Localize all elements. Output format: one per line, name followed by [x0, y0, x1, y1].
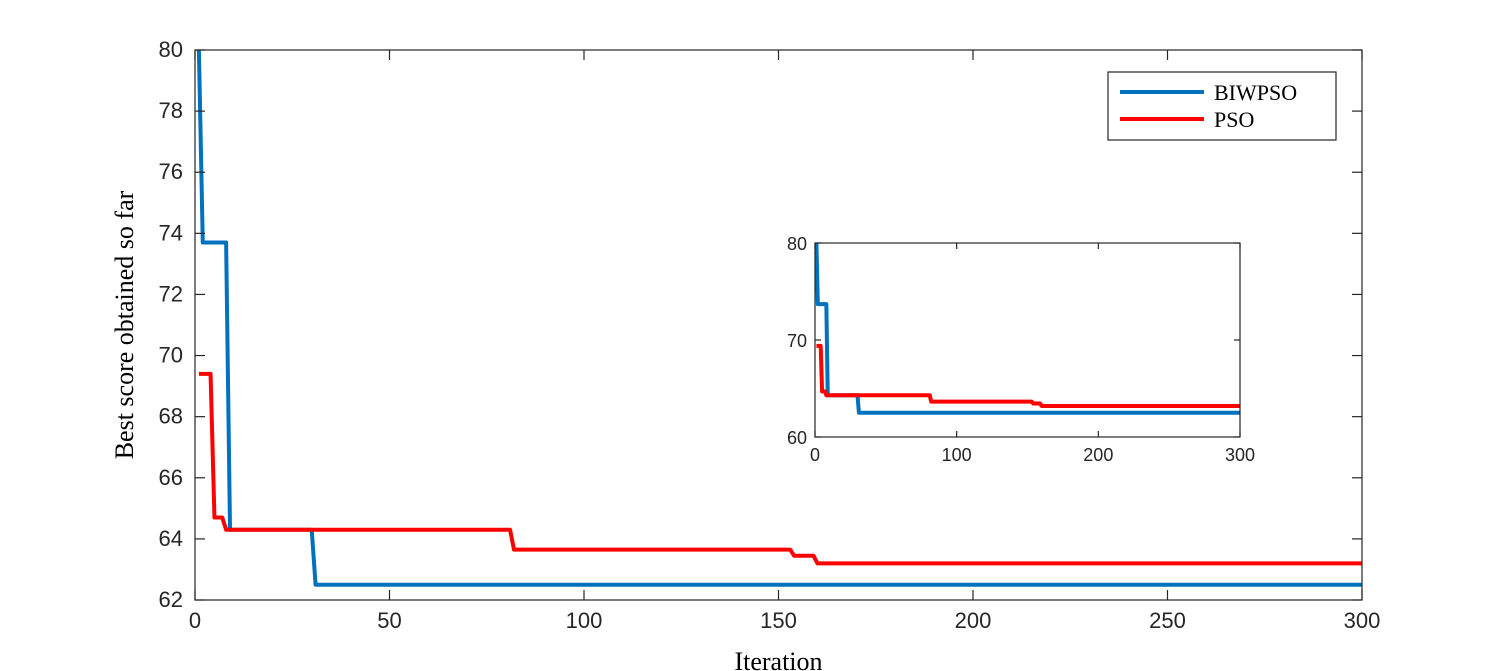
y-tick-label: 76: [159, 159, 183, 184]
y-tick-label: 78: [159, 98, 183, 123]
y-tick-label: 62: [159, 587, 183, 612]
y-tick-label: 70: [787, 331, 807, 351]
y-tick-label: 74: [159, 220, 183, 245]
y-tick-label: 80: [159, 37, 183, 62]
legend-label: PSO: [1214, 107, 1254, 132]
y-tick-label: 60: [787, 428, 807, 448]
y-tick-label: 70: [159, 343, 183, 368]
x-tick-label: 0: [810, 445, 820, 465]
x-tick-label: 300: [1344, 608, 1381, 633]
x-tick-label: 300: [1225, 445, 1255, 465]
x-tick-label: 0: [189, 608, 201, 633]
series-line: [816, 343, 1240, 408]
x-tick-label: 200: [955, 608, 992, 633]
legend-label: BIWPSO: [1214, 80, 1297, 105]
x-tick-label: 50: [377, 608, 401, 633]
y-tick-label: 68: [159, 404, 183, 429]
x-axis-label: Iteration: [734, 647, 822, 671]
y-tick-label: 64: [159, 526, 183, 551]
x-tick-label: 100: [566, 608, 603, 633]
legend-box: [1107, 71, 1337, 141]
x-tick-label: 150: [760, 608, 797, 633]
x-tick-label: 250: [1149, 608, 1186, 633]
x-tick-label: 200: [1083, 445, 1113, 465]
series-line: [198, 371, 1362, 566]
y-tick-label: 66: [159, 465, 183, 490]
x-tick-label: 100: [942, 445, 972, 465]
y-tick-label: 80: [787, 234, 807, 254]
y-axis-label: Best score obtained so far: [110, 190, 139, 459]
y-tick-label: 72: [159, 281, 183, 306]
